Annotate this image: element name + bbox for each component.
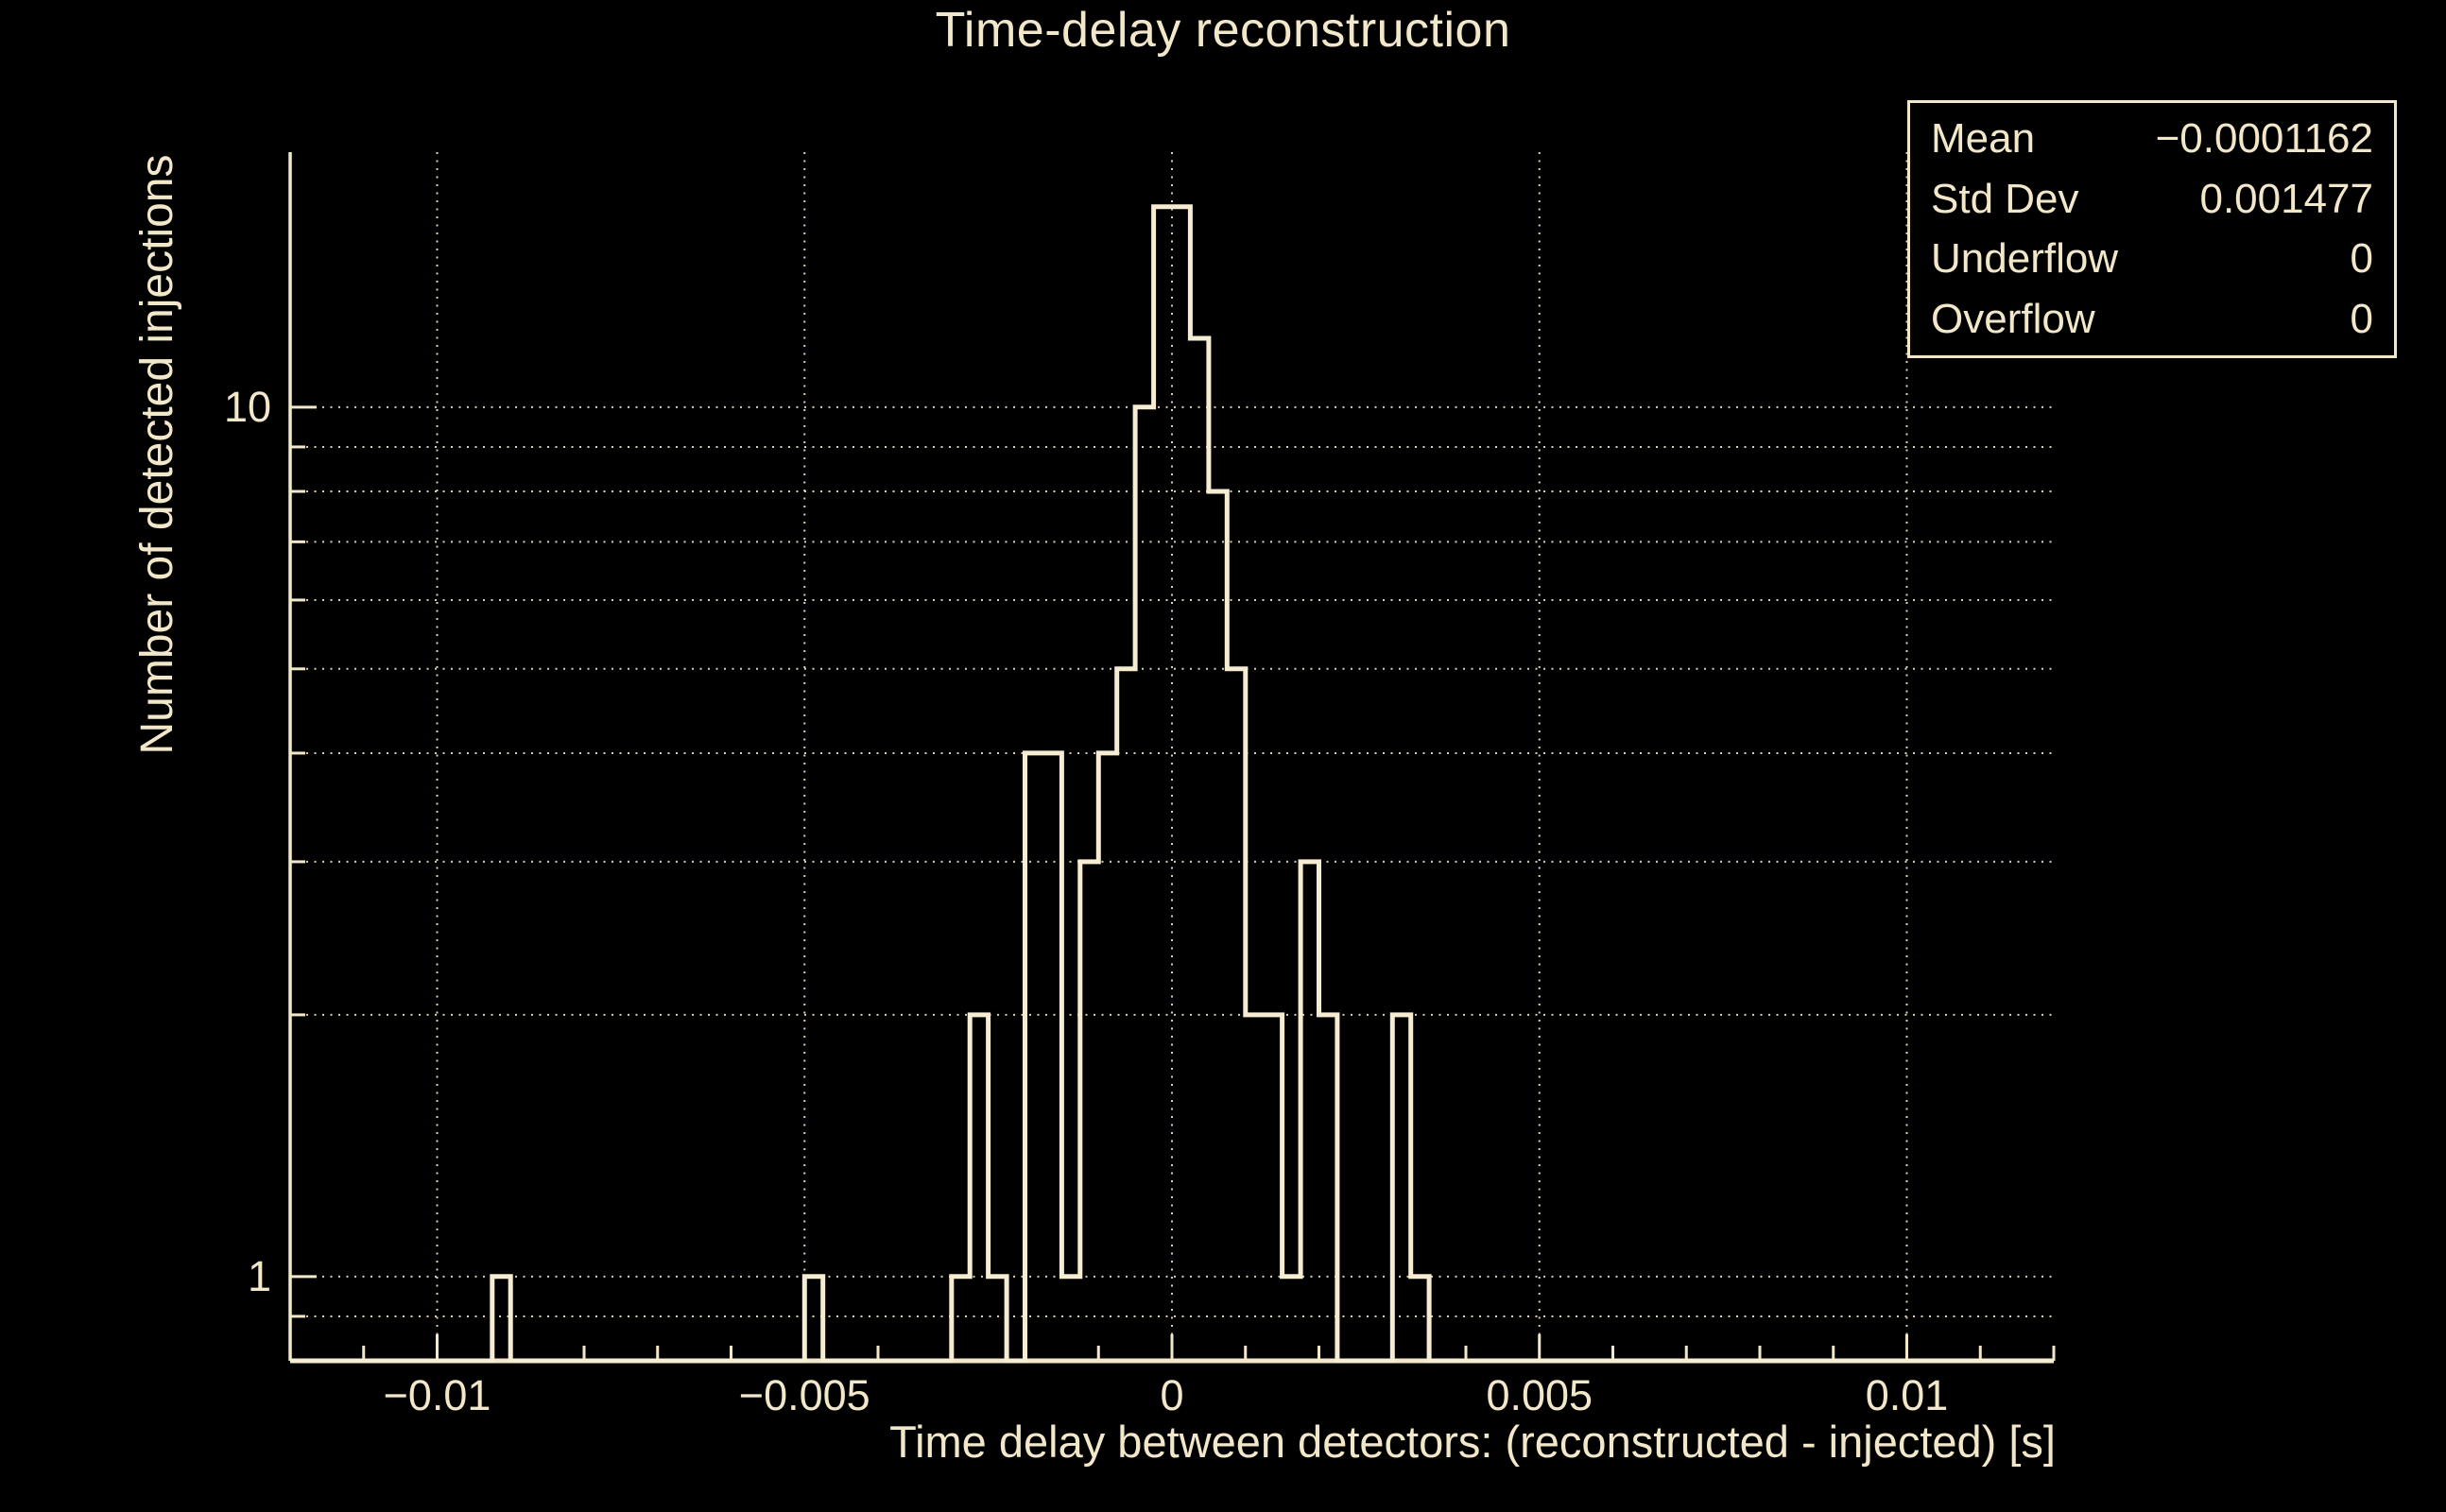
stat-value: 0 bbox=[2350, 296, 2373, 343]
y-axis-title: Number of detected injections bbox=[132, 154, 182, 755]
x-tick-label: 0.01 bbox=[1865, 1371, 1949, 1419]
y-tick-label: 10 bbox=[223, 382, 271, 431]
stats-row-mean: Mean −0.0001162 bbox=[1910, 112, 2394, 166]
stats-row-stddev: Std Dev 0.001477 bbox=[1910, 172, 2394, 227]
x-tick-label: −0.01 bbox=[383, 1371, 491, 1419]
stats-row-overflow: Overflow 0 bbox=[1910, 292, 2394, 347]
x-axis-title: Time delay between detectors: (reconstru… bbox=[889, 1417, 2056, 1467]
histogram-outline bbox=[290, 204, 2054, 1364]
x-tick-label: 0.005 bbox=[1486, 1371, 1593, 1419]
stat-value: 0.001477 bbox=[2199, 175, 2373, 222]
stats-row-underflow: Underflow 0 bbox=[1910, 232, 2394, 286]
chart-title: Time-delay reconstruction bbox=[935, 3, 1511, 58]
y-tick-label: 1 bbox=[247, 1251, 271, 1300]
stat-value: 0 bbox=[2350, 235, 2373, 283]
stat-value: −0.0001162 bbox=[2155, 114, 2373, 162]
stats-box: Mean −0.0001162 Std Dev 0.001477 Underfl… bbox=[1907, 100, 2397, 358]
x-tick-label: −0.005 bbox=[738, 1371, 870, 1419]
x-tick-label: 0 bbox=[1160, 1371, 1184, 1419]
stat-label: Underflow bbox=[1931, 235, 2119, 283]
stat-label: Overflow bbox=[1931, 296, 2095, 343]
stat-label: Mean bbox=[1931, 114, 2036, 162]
stat-label: Std Dev bbox=[1931, 175, 2079, 222]
